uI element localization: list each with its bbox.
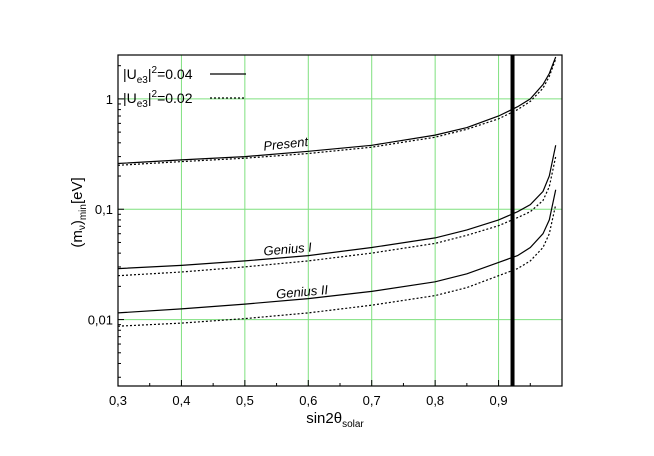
x-axis-label-sub: solar	[342, 419, 364, 430]
series-line-solid	[117, 56, 557, 165]
x-axis-label-main: sin2θ	[306, 410, 342, 427]
series-line-solid	[117, 189, 557, 314]
legend-entry-label: |Ue3|2=0.04	[123, 65, 193, 86]
curve-annotation: Genius I	[263, 239, 313, 258]
x-tick-label: 0,3	[109, 393, 127, 408]
y-axis-label-open: (m	[69, 230, 86, 248]
x-tick-label: 0,5	[236, 393, 254, 408]
y-tick-label: 1	[106, 92, 113, 107]
tick-layer: 0,3 0,4 0,5 0,6 0,7 0,8 0,9 0,01 0,1 1	[88, 65, 531, 408]
y-axis-label-nu: ν	[77, 225, 88, 230]
y-tick-label: 0,01	[88, 313, 113, 328]
y-axis-label-close: )	[69, 220, 86, 225]
x-tick-label: 0,8	[426, 393, 444, 408]
series-line-dotted	[117, 156, 557, 277]
x-tick-label: 0,7	[363, 393, 381, 408]
y-axis-label-sub: min	[78, 204, 89, 220]
series-layer	[117, 56, 557, 327]
y-tick-label: 0,1	[95, 202, 113, 217]
curve-annotation: Present	[263, 134, 311, 154]
y-axis-label: (mν)min[eV]	[69, 177, 89, 247]
x-axis-label: sin2θsolar	[306, 410, 364, 430]
x-tick-label: 0,6	[299, 393, 317, 408]
annotation-layer: Present Genius I Genius II	[263, 134, 329, 302]
x-tick-label: 0,9	[490, 393, 508, 408]
curve-annotation: Genius II	[276, 282, 330, 302]
legend-entry-label: |Ue3|2=0.02	[123, 89, 193, 110]
series-line-solid	[117, 145, 557, 270]
x-tick-label: 0,4	[172, 393, 190, 408]
y-axis-label-unit: [eV]	[69, 177, 86, 204]
legend: |Ue3|2=0.04 |Ue3|2=0.02	[123, 65, 246, 110]
